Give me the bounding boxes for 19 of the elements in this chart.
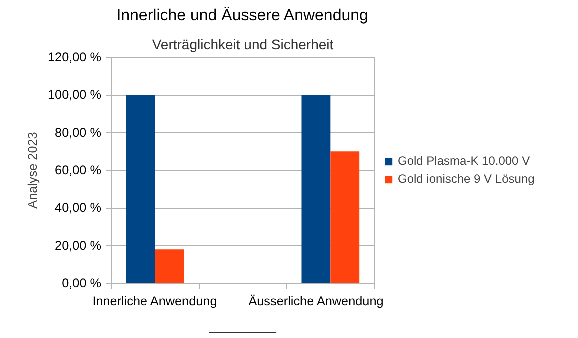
x-tick-label: Äusserliche Anwendung — [248, 294, 384, 308]
x-tick-label: Innerliche Anwendung — [92, 294, 218, 308]
bar — [126, 95, 156, 284]
chart-title: Innerliche und Äussere Anwendung — [116, 6, 368, 24]
y-tick-label: 80,00 % — [55, 126, 102, 140]
y-tick-label: 60,00 % — [55, 164, 102, 178]
y-tick-label: 100,00 % — [48, 88, 102, 102]
text: _________ — [208, 318, 277, 334]
bar — [155, 250, 184, 284]
legend-label: Gold Plasma-K 10.000 V — [398, 154, 530, 168]
legend-label: Gold ionische 9 V Lösung — [398, 172, 535, 186]
y-tick-label: 40,00 % — [55, 201, 102, 216]
y-tick-label: 20,00 % — [55, 238, 102, 253]
chart-subtitle: Verträglichkeit und Sicherheit — [152, 36, 334, 52]
bar — [302, 95, 331, 284]
y-tick-label: 120,00 % — [48, 50, 102, 64]
y-tick-label: 0,00 % — [62, 276, 102, 290]
bar — [330, 152, 360, 284]
y-axis-title: Analyse 2023 — [26, 132, 40, 209]
